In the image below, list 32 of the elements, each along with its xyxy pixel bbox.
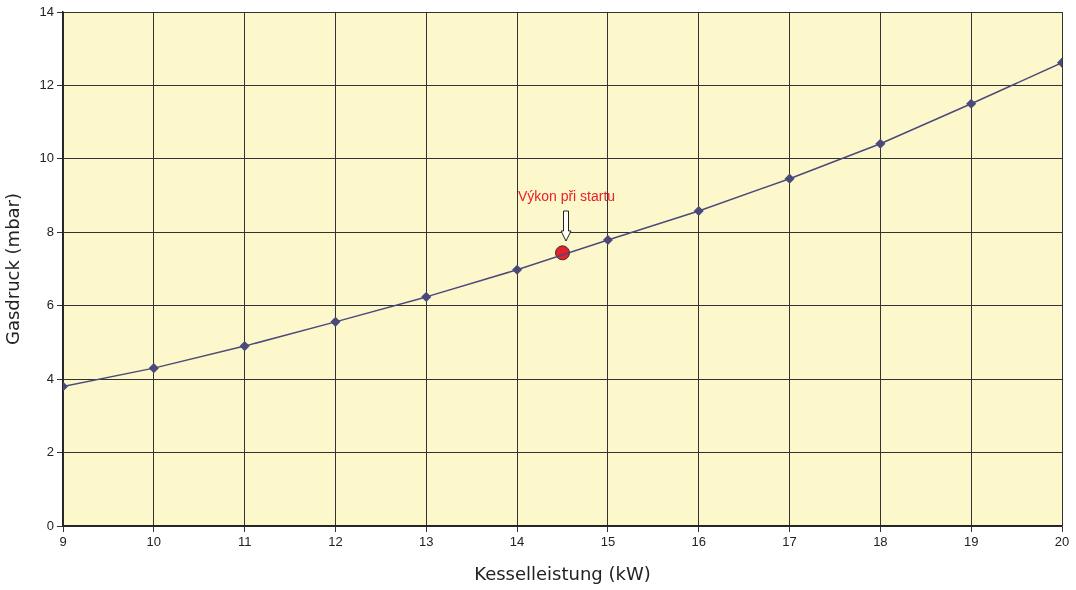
x-tick-label: 15 [600,534,616,550]
x-tick-label: 12 [328,534,343,550]
y-tick-label: 14 [39,3,54,19]
y-tick-label: 4 [46,370,54,386]
point [239,341,250,351]
y-tick-label: 2 [46,444,54,460]
x-tick-label: 17 [782,534,797,550]
y-tick-label: 6 [46,297,54,313]
point [875,139,886,149]
x-tick-label: 18 [873,534,888,550]
y-tick-label: 10 [39,150,54,166]
y-tick-label: 8 [46,223,54,239]
point [966,99,976,109]
x-tick-label: 13 [419,534,434,550]
point [512,264,522,275]
y-tick-label: 12 [39,77,54,93]
x-tick-label: 20 [1054,534,1070,550]
point [784,173,795,184]
x-tick-label: 16 [691,534,706,550]
y-tick-label: 0 [46,517,54,533]
x-tick-label: 9 [59,534,67,550]
point [149,363,159,373]
point [693,206,704,216]
x-tick-label: 19 [963,534,979,550]
x-tick-label: 10 [146,534,162,550]
x-axis-title: Kesselleistung (kW) [474,562,651,584]
x-tick-label: 11 [237,534,252,550]
point [421,292,432,302]
x-tick-label: 14 [509,534,525,550]
point [330,317,341,327]
point [603,235,613,245]
y-axis-title: Gasdruck (mbar) [2,192,24,346]
